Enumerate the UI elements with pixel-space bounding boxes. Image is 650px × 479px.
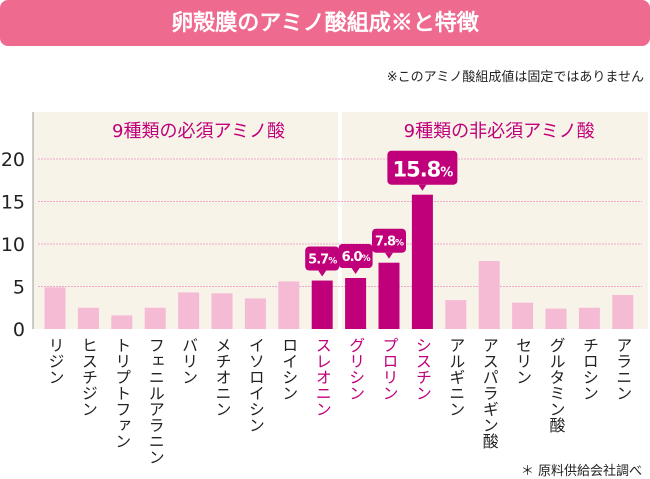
bar [44,287,66,329]
x-tick-label: ロイシン [279,337,298,401]
y-tick-label: 15 [1,192,25,214]
data-label: 6.0% [338,244,373,274]
x-tick-label: イソロイシン [246,337,265,433]
bar [111,315,133,329]
data-label: 7.8% [372,228,406,259]
x-tick-label: プロリン [380,337,399,401]
bar [445,300,467,329]
data-label-unit: % [362,254,371,264]
data-label-box [338,244,373,268]
group-label: 9種類の必須アミノ酸 [112,121,285,142]
bar [77,307,99,329]
bar [411,194,433,329]
x-tick-label: ヒスチジン [79,337,98,417]
bar [512,302,534,329]
x-tick-label: チロシン [580,337,599,401]
x-tick-label: アルギニン [446,337,465,417]
x-tick-label: アスパラギン酸 [480,337,499,449]
bar [144,307,166,329]
y-tick-label: 0 [13,319,25,341]
x-tick-label: グルタミン酸 [547,337,566,433]
bar [545,308,567,329]
data-label-pointer [418,184,427,191]
data-label-unit: % [440,166,453,181]
bar [578,307,600,329]
x-tick-label: アラニン [613,337,632,401]
data-label-text: 7.8% [375,235,404,250]
data-label-pointer [318,270,327,277]
y-tick-label: 20 [1,149,25,171]
bar [178,292,200,329]
data-label-text: 15.8% [392,158,453,182]
data-label-box [387,150,458,185]
x-tick-label: メチオニン [213,337,232,417]
group-label: 9種類の非必須アミノ酸 [404,121,595,142]
bar [478,261,500,329]
data-label-unit: % [328,257,337,267]
x-tick-label: セリン [513,337,532,385]
bar [211,293,233,329]
data-label-text: 6.0% [342,250,371,265]
y-tick-label: 10 [1,234,25,256]
source-note: ＊ 原料供給会社調べ [520,464,642,479]
x-tick-label: フェニルアラニン [146,337,165,465]
bar [378,262,400,329]
bar [345,278,367,329]
data-label: 15.8% [387,150,458,191]
bar [612,295,634,329]
x-tick-label: トリプトファン [112,337,131,449]
x-tick-label: リジン [46,337,65,385]
data-label-text: 5.7% [308,253,337,268]
x-tick-label: バリン [179,337,198,385]
data-label-box [305,246,340,271]
bar [311,280,333,329]
x-tick-label: スレオニン [313,337,332,417]
chart-title: 卵殻膜のアミノ酸組成※と特徴 [0,0,650,46]
bar [278,281,300,329]
note: ※このアミノ酸組成値は固定ではありません [386,70,644,85]
x-tick-label: グリシン [346,337,365,401]
data-label-pointer [351,268,360,274]
data-label-pointer [385,252,393,259]
y-tick-label: 5 [13,277,25,299]
x-tick-label: シスチン [413,337,432,401]
bar [244,298,266,329]
data-label-unit: % [395,239,404,249]
data-label-box [372,228,406,253]
data-label: 5.7% [305,246,340,277]
